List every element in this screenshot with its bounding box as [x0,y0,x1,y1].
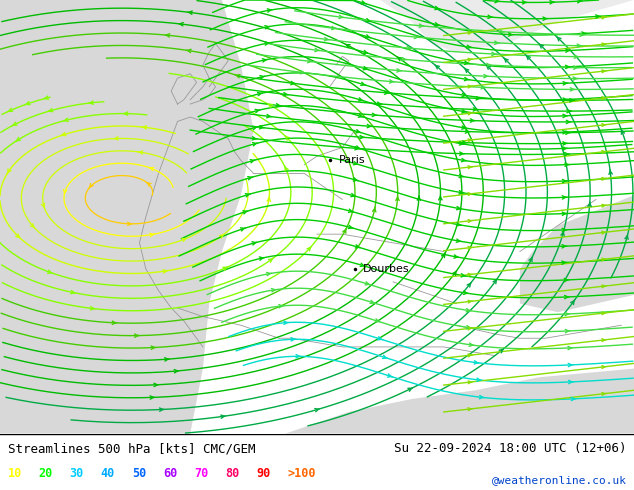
Text: 20: 20 [39,467,53,480]
Text: 70: 70 [194,467,208,480]
Text: >100: >100 [287,467,316,480]
Text: Su 22-09-2024 18:00 UTC (12+06): Su 22-09-2024 18:00 UTC (12+06) [394,442,626,455]
Polygon shape [190,368,634,434]
Polygon shape [520,195,634,312]
Text: 90: 90 [256,467,270,480]
Text: 60: 60 [163,467,177,480]
Text: @weatheronline.co.uk: @weatheronline.co.uk [491,475,626,486]
Polygon shape [0,0,254,434]
Text: Paris: Paris [339,155,366,165]
Text: 80: 80 [225,467,239,480]
Text: Dourbes: Dourbes [363,264,410,274]
Polygon shape [380,0,634,52]
Text: 30: 30 [70,467,84,480]
Text: Streamlines 500 hPa [kts] CMC/GEM: Streamlines 500 hPa [kts] CMC/GEM [8,442,255,455]
Text: 10: 10 [8,467,22,480]
Text: 50: 50 [132,467,146,480]
Text: 40: 40 [101,467,115,480]
